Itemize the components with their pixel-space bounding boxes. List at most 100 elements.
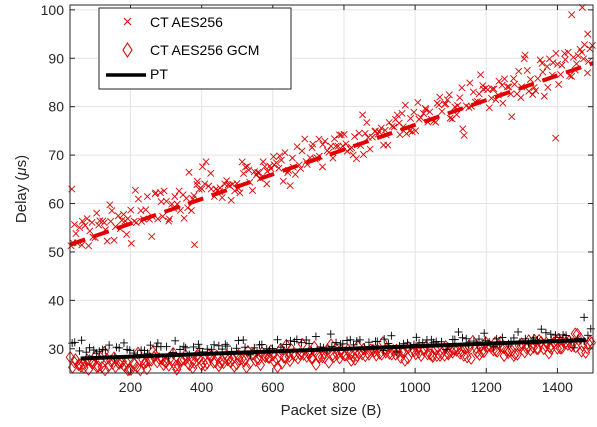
data-point-ct-aes256-gcm xyxy=(350,353,360,366)
data-point-ct-aes256 xyxy=(426,108,434,116)
x-mark-stroke xyxy=(579,55,588,63)
data-point-ct-aes256 xyxy=(517,94,525,102)
x-axis-label: Packet size (B) xyxy=(281,402,382,419)
x-mark-stroke xyxy=(540,92,548,100)
data-point-ct-aes256-gcm xyxy=(219,356,229,370)
data-point-ct-aes256-gcm xyxy=(70,353,80,366)
data-point-ct-aes256-gcm xyxy=(384,347,395,360)
x-mark-stroke xyxy=(561,56,569,64)
trend-line-pt xyxy=(80,338,586,361)
data-point-ct-aes256 xyxy=(297,164,305,173)
x-mark-stroke xyxy=(459,125,467,133)
data-point-pt xyxy=(364,338,373,347)
data-point-pt xyxy=(562,331,571,340)
data-point-ct-aes256 xyxy=(523,66,531,74)
data-point-ct-aes256 xyxy=(110,236,118,244)
x-mark-stroke xyxy=(88,218,96,226)
x-mark-stroke xyxy=(157,198,165,206)
x-mark-stroke xyxy=(132,219,140,227)
x-tick-label: 600 xyxy=(261,379,285,395)
data-point-ct-aes256 xyxy=(288,154,296,162)
x-tick-label: 200 xyxy=(119,379,143,395)
x-mark-stroke xyxy=(279,177,287,185)
x-mark-stroke xyxy=(501,75,509,83)
x-mark-stroke xyxy=(588,41,596,49)
data-point-ct-aes256 xyxy=(160,187,168,195)
x-mark-stroke xyxy=(112,223,120,231)
data-point-pt xyxy=(355,335,364,344)
x-mark-stroke xyxy=(454,102,462,110)
data-point-ct-aes256-gcm xyxy=(546,342,556,355)
x-mark-stroke xyxy=(301,135,309,143)
data-point-ct-aes256 xyxy=(332,142,340,150)
data-point-ct-aes256 xyxy=(124,215,132,223)
data-point-ct-aes256-gcm xyxy=(581,346,591,359)
data-point-pt xyxy=(509,333,518,342)
legend-marker-ct-aes256-gcm xyxy=(122,41,133,59)
data-point-ct-aes256-gcm xyxy=(90,350,100,363)
data-point-ct-aes256-gcm xyxy=(324,356,334,369)
data-point-ct-aes256-gcm xyxy=(141,355,151,369)
data-point-pt xyxy=(480,329,489,338)
x-mark-stroke xyxy=(96,217,104,225)
data-point-ct-aes256-gcm xyxy=(119,359,129,373)
data-point-pt xyxy=(387,331,396,340)
x-mark-stroke xyxy=(267,165,275,173)
x-mark-stroke xyxy=(70,220,78,229)
data-point-ct-aes256-gcm xyxy=(311,358,321,371)
x-mark-stroke xyxy=(453,111,461,119)
data-point-ct-aes256 xyxy=(165,217,173,225)
x-mark-stroke xyxy=(124,215,132,223)
x-mark-stroke xyxy=(175,187,183,195)
y-tick-label: 90 xyxy=(48,50,64,66)
x-mark-stroke xyxy=(375,128,383,136)
data-point-pt xyxy=(450,335,459,344)
data-point-ct-aes256 xyxy=(558,61,566,69)
x-mark-stroke xyxy=(406,127,414,135)
data-point-ct-aes256 xyxy=(549,59,557,67)
x-mark-stroke xyxy=(236,189,244,197)
data-point-pt xyxy=(392,347,401,356)
x-mark-stroke xyxy=(435,101,443,109)
data-point-ct-aes256-gcm xyxy=(83,363,94,376)
y-tick-label: 60 xyxy=(48,196,64,212)
data-point-ct-aes256-gcm xyxy=(285,354,295,368)
x-mark-stroke xyxy=(515,67,523,75)
data-point-ct-aes256 xyxy=(291,170,299,178)
y-tick-label: 40 xyxy=(48,292,64,308)
x-mark-stroke xyxy=(272,159,280,167)
data-point-ct-aes256 xyxy=(255,169,263,177)
x-mark-stroke xyxy=(477,71,485,79)
data-point-ct-aes256 xyxy=(398,109,406,117)
x-mark-stroke xyxy=(438,107,446,115)
data-point-ct-aes256 xyxy=(281,149,289,157)
x-mark-stroke xyxy=(564,48,572,56)
data-point-ct-aes256 xyxy=(536,56,544,64)
x-mark-stroke xyxy=(190,192,198,200)
data-point-ct-aes256 xyxy=(342,140,350,148)
data-point-ct-aes256-gcm xyxy=(234,353,244,366)
data-point-ct-aes256-gcm xyxy=(164,359,174,372)
data-point-ct-aes256 xyxy=(488,85,496,93)
x-mark-stroke xyxy=(291,170,299,178)
data-point-ct-aes256 xyxy=(561,56,569,64)
data-point-ct-aes256 xyxy=(521,51,529,59)
x-mark-stroke xyxy=(412,127,420,135)
data-point-ct-aes256 xyxy=(445,91,453,99)
x-mark-stroke xyxy=(503,83,511,91)
x-mark-stroke xyxy=(456,94,464,102)
data-point-ct-aes256 xyxy=(552,134,560,142)
data-point-ct-aes256-gcm xyxy=(348,349,358,363)
data-point-ct-aes256 xyxy=(108,207,116,215)
data-point-ct-aes256-gcm xyxy=(341,348,351,362)
x-mark-stroke xyxy=(127,206,135,214)
x-mark-stroke xyxy=(266,162,274,170)
data-point-ct-aes256-gcm xyxy=(78,357,88,371)
data-point-ct-aes256 xyxy=(127,206,135,214)
data-point-ct-aes256-gcm xyxy=(472,346,482,359)
data-point-ct-aes256-gcm xyxy=(187,356,197,369)
x-mark-stroke xyxy=(335,131,344,139)
x-mark-stroke xyxy=(446,114,454,122)
data-point-ct-aes256 xyxy=(198,185,206,193)
